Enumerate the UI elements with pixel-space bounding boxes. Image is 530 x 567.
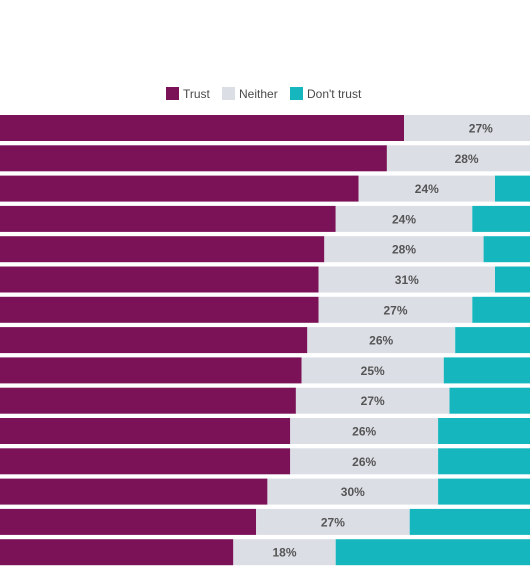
data-label-neither-12: 26%	[352, 455, 376, 469]
bar-neither-13	[267, 478, 439, 505]
legend-swatch-neither	[222, 87, 235, 100]
bar-don-t-trust-13	[438, 478, 530, 505]
bar-trust-14	[0, 508, 257, 535]
bar-neither-2	[386, 145, 530, 172]
bar-neither-11	[290, 418, 439, 444]
bar-trust-15	[0, 539, 234, 566]
data-label-neither-11: 26%	[352, 425, 376, 439]
bar-trust-7	[0, 296, 319, 323]
legend-label-trust: Trust	[183, 87, 211, 101]
data-label-neither-7: 27%	[383, 303, 407, 317]
bar-don-t-trust-10	[449, 387, 530, 414]
bars-group: 27% 28% 24% 24% 28% 31% 27% 26% 25% 27% 26% 26% 30% 2…	[0, 115, 530, 566]
bar-neither-9	[301, 357, 444, 384]
bar-neither-7	[318, 296, 473, 323]
bar-trust-4	[0, 205, 336, 232]
legend-swatch-dont-trust	[290, 87, 303, 100]
data-label-neither-14: 27%	[321, 515, 345, 529]
bar-neither-10	[295, 387, 450, 414]
bar-trust-8	[0, 327, 308, 354]
bar-trust-3	[0, 175, 359, 202]
bar-neither-3	[358, 175, 496, 202]
bar-don-t-trust-4	[472, 205, 530, 232]
bar-don-t-trust-12	[438, 448, 530, 475]
bar-don-t-trust-11	[438, 418, 530, 444]
bar-neither-4	[335, 205, 473, 232]
bar-don-t-trust-6	[495, 266, 530, 293]
legend-swatch-trust	[166, 87, 179, 100]
data-label-neither-8: 26%	[369, 334, 393, 348]
bar-neither-8	[307, 327, 456, 354]
data-label-neither-9: 25%	[361, 364, 385, 378]
bar-don-t-trust-5	[483, 236, 530, 263]
bar-trust-10	[0, 387, 296, 414]
bar-don-t-trust-15	[335, 539, 530, 566]
bar-neither-6	[318, 266, 495, 293]
data-label-neither-13: 30%	[341, 485, 365, 499]
legend-label-neither: Neither	[239, 87, 278, 101]
data-label-neither-10: 27%	[361, 394, 385, 408]
bar-trust-13	[0, 478, 268, 505]
data-label-neither-2: 28%	[455, 152, 479, 166]
bar-trust-5	[0, 236, 325, 263]
data-label-neither-4: 24%	[392, 212, 416, 226]
bar-trust-6	[0, 266, 319, 293]
legend-label-dont-trust: Don't trust	[307, 87, 362, 101]
bar-neither-5	[324, 236, 484, 263]
legend: Trust Neither Don't trust	[166, 87, 362, 101]
bar-trust-9	[0, 357, 302, 384]
bar-neither-15	[233, 539, 336, 566]
bar-trust-12	[0, 448, 291, 475]
bar-trust-11	[0, 418, 291, 444]
data-label-neither-1: 27%	[469, 122, 493, 136]
data-label-neither-6: 31%	[395, 273, 419, 287]
bar-don-t-trust-8	[455, 327, 530, 354]
bar-trust-2	[0, 145, 387, 172]
bar-don-t-trust-14	[409, 508, 530, 535]
data-label-neither-3: 24%	[415, 182, 439, 196]
bar-don-t-trust-3	[495, 175, 530, 202]
data-label-neither-5: 28%	[392, 243, 416, 257]
bar-neither-14	[256, 508, 410, 535]
bar-don-t-trust-7	[472, 296, 530, 323]
bar-neither-12	[290, 448, 439, 475]
bar-trust-1	[0, 115, 404, 141]
bar-neither-1	[404, 115, 530, 141]
data-label-neither-15: 18%	[272, 546, 296, 560]
bar-don-t-trust-9	[443, 357, 530, 384]
